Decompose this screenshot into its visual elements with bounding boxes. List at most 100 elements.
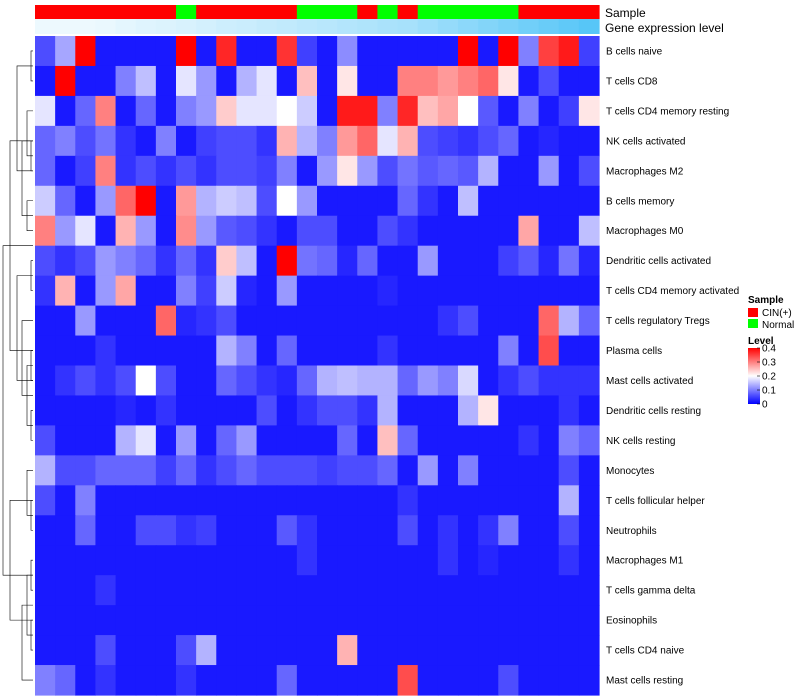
gene-expression-cell — [176, 19, 197, 34]
heatmap-cell — [337, 425, 358, 456]
heatmap-cell — [236, 575, 258, 606]
heatmap-cell — [196, 605, 217, 636]
heatmap-cells — [35, 36, 600, 696]
heatmap-cell — [276, 36, 298, 67]
heatmap-cell — [35, 305, 56, 337]
heatmap-cell — [538, 455, 560, 486]
heatmap-cell — [216, 245, 238, 277]
heatmap-cell — [216, 515, 238, 546]
heatmap-cell — [155, 515, 177, 546]
heatmap-cell — [236, 305, 258, 337]
heatmap-cell — [518, 245, 540, 277]
heatmap-cell — [236, 395, 258, 427]
heatmap-cell — [417, 395, 439, 427]
heatmap-cell — [75, 575, 97, 606]
heatmap-cell — [377, 365, 399, 397]
gene-expression-cell — [558, 19, 580, 34]
heatmap-cell — [115, 455, 137, 486]
level-tick-label: 0.2 — [762, 372, 776, 383]
row-label: Neutrophils — [606, 526, 657, 537]
gene-expression-cell — [478, 19, 499, 34]
heatmap-cell — [458, 275, 479, 307]
heatmap-cell — [397, 185, 419, 217]
heatmap-cell — [196, 95, 217, 127]
heatmap-cell — [317, 185, 338, 217]
heatmap-cell — [256, 395, 278, 427]
heatmap-cell — [458, 365, 479, 397]
row-label: T cells follicular helper — [606, 496, 705, 507]
gene-expression-annotation-label: Gene expression level — [605, 21, 724, 35]
heatmap-cell — [155, 665, 177, 696]
heatmap-cell — [55, 95, 76, 127]
heatmap-cell — [357, 155, 379, 187]
heatmap-cell — [176, 575, 197, 606]
heatmap-cell — [498, 665, 520, 696]
heatmap-cell — [578, 485, 600, 516]
heatmap-cell — [236, 365, 258, 397]
row-label: Macrophages M1 — [606, 556, 684, 567]
heatmap-cell — [216, 635, 238, 666]
dendrogram-branch — [21, 604, 33, 681]
heatmap-cell — [337, 95, 358, 127]
heatmap-cell — [135, 245, 157, 277]
heatmap-cell — [458, 65, 479, 97]
heatmap-cell — [478, 155, 499, 187]
heatmap-cell — [115, 665, 137, 696]
heatmap-cell — [337, 155, 358, 187]
heatmap-cell — [317, 335, 338, 367]
heatmap-cell — [115, 305, 137, 337]
heatmap-cell — [95, 245, 117, 277]
heatmap-cell — [417, 455, 439, 486]
row-label: T cells CD4 naive — [606, 646, 685, 657]
heatmap-cell — [75, 365, 97, 397]
gene-expression-cell — [377, 19, 399, 34]
heatmap-cell — [256, 515, 278, 546]
heatmap-cell — [236, 515, 258, 546]
heatmap-cell — [256, 95, 278, 127]
heatmap-cell — [155, 36, 177, 67]
heatmap-cell — [35, 215, 56, 247]
heatmap-cell — [538, 125, 560, 157]
heatmap-cell — [518, 515, 540, 546]
heatmap-cell — [155, 395, 177, 427]
gene-expression-cell — [317, 19, 338, 34]
sample-annotation-cell — [35, 5, 56, 19]
heatmap-cell — [578, 95, 600, 127]
heatmap-cell — [236, 185, 258, 217]
heatmap-cell — [317, 485, 338, 516]
heatmap-cell — [276, 215, 298, 247]
heatmap-cell — [176, 665, 197, 696]
heatmap-cell — [518, 485, 540, 516]
heatmap-cell — [135, 515, 157, 546]
heatmap-cell — [478, 395, 499, 427]
heatmap-cell — [357, 65, 379, 97]
heatmap-cell — [437, 245, 459, 277]
heatmap-cell — [296, 635, 318, 666]
heatmap-cell — [417, 65, 439, 97]
heatmap-cell — [155, 485, 177, 516]
heatmap-cell — [578, 455, 600, 486]
heatmap-cell — [135, 125, 157, 157]
heatmap-cell — [196, 36, 217, 67]
heatmap-cell — [115, 365, 137, 397]
heatmap-cell — [256, 485, 278, 516]
heatmap-cell — [115, 185, 137, 217]
heatmap-cell — [578, 215, 600, 247]
sample-annotation-cell — [437, 5, 459, 19]
heatmap-cell — [578, 425, 600, 456]
heatmap-cell — [216, 545, 238, 576]
heatmap-cell — [75, 305, 97, 337]
heatmap-cell — [538, 335, 560, 367]
heatmap-cell — [317, 515, 338, 546]
heatmap-cell — [578, 185, 600, 217]
heatmap-cell — [357, 125, 379, 157]
gene-expression-cell — [115, 19, 137, 34]
gene-expression-cell — [95, 19, 117, 34]
heatmap-cell — [95, 545, 117, 576]
heatmap-cell — [296, 425, 318, 456]
legend-label-normal: Normal — [762, 320, 794, 331]
heatmap-cell — [498, 455, 520, 486]
row-label: Macrophages M2 — [606, 166, 684, 177]
heatmap-cell — [236, 455, 258, 486]
heatmap-cell — [317, 395, 338, 427]
